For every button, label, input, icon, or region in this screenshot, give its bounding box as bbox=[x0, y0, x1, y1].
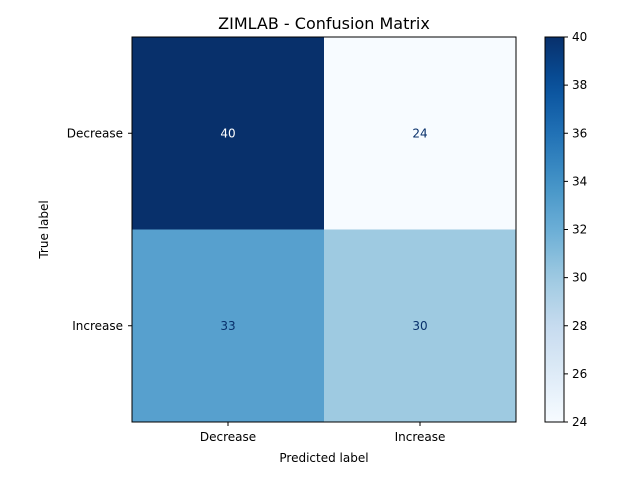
cell-value-label: 33 bbox=[220, 319, 235, 333]
colorbar-tick-label: 32 bbox=[572, 223, 587, 237]
plot-frame bbox=[131, 36, 517, 423]
heatmap-cell-increase-decrease bbox=[132, 229, 324, 422]
chart-title: ZIMLAB - Confusion Matrix bbox=[218, 14, 430, 33]
colorbar-tick-label: 40 bbox=[572, 30, 587, 44]
x-axis-title: Predicted label bbox=[279, 451, 368, 465]
y-tick-label: Increase bbox=[72, 319, 123, 333]
y-tick-label: Decrease bbox=[67, 126, 123, 140]
heatmap-cell-decrease-decrease bbox=[132, 37, 324, 230]
heatmap-cell-decrease-increase bbox=[324, 37, 516, 230]
colorbar-tick-label: 30 bbox=[572, 271, 587, 285]
x-tick-label: Decrease bbox=[200, 430, 256, 444]
cell-value-label: 24 bbox=[412, 126, 427, 140]
colorbar-tick-label: 26 bbox=[572, 367, 587, 381]
colorbar-ticks: 24 26 28 30 32 34 36 38 40 bbox=[564, 30, 587, 429]
colorbar-tick-label: 24 bbox=[572, 415, 587, 429]
y-axis-title: True label bbox=[37, 200, 51, 259]
colorbar-tick-label: 34 bbox=[572, 174, 587, 188]
heatmap-cells bbox=[132, 37, 516, 422]
colorbar bbox=[545, 37, 564, 422]
heatmap-cell-increase-increase bbox=[324, 229, 516, 422]
x-tick-label: Increase bbox=[395, 430, 446, 444]
heatmap-cell-labels: 40 24 33 30 bbox=[220, 126, 427, 333]
y-axis-ticks: Decrease Increase bbox=[67, 126, 132, 333]
cell-value-label: 30 bbox=[412, 319, 427, 333]
colorbar-tick-label: 36 bbox=[572, 126, 587, 140]
colorbar-tick-label: 28 bbox=[572, 319, 587, 333]
colorbar-tick-label: 38 bbox=[572, 78, 587, 92]
x-axis-ticks: Decrease Increase bbox=[200, 422, 446, 444]
cell-value-label: 40 bbox=[220, 126, 235, 140]
